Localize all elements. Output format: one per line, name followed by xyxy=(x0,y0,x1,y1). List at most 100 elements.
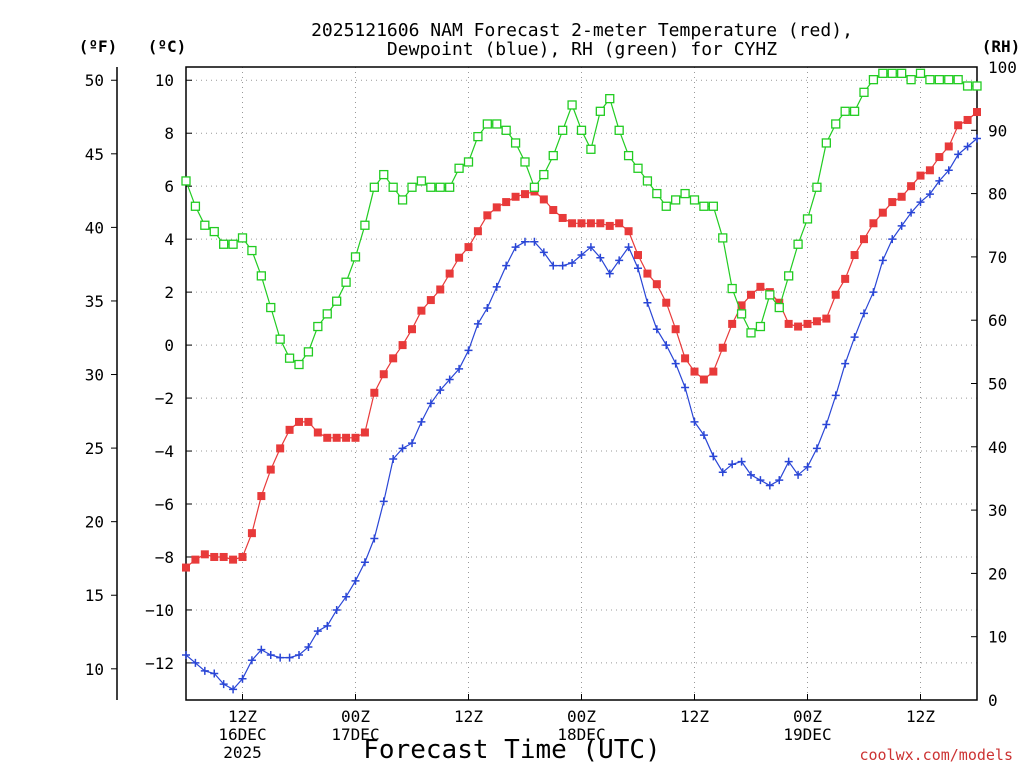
data-point xyxy=(190,201,201,211)
celsius-tick-label: −4 xyxy=(155,442,174,461)
data-point xyxy=(502,261,511,270)
data-point xyxy=(502,198,511,207)
data-point xyxy=(539,169,549,180)
data-point xyxy=(200,666,209,675)
data-point xyxy=(878,256,887,265)
data-point xyxy=(615,256,624,265)
data-point xyxy=(436,285,445,294)
data-point xyxy=(661,201,671,211)
data-point xyxy=(398,444,407,453)
data-point xyxy=(266,302,276,313)
data-point xyxy=(746,328,756,338)
data-point xyxy=(191,555,200,564)
data-point xyxy=(662,341,671,350)
data-point xyxy=(794,470,803,479)
data-point xyxy=(671,195,681,205)
data-point xyxy=(576,125,587,135)
data-point xyxy=(812,182,822,192)
data-point xyxy=(210,669,219,678)
data-point xyxy=(934,75,944,85)
data-point xyxy=(775,298,784,307)
data-point xyxy=(586,219,595,228)
data-point xyxy=(238,674,247,683)
fahrenheit-unit-label: (ºF) xyxy=(79,37,118,56)
data-point xyxy=(944,166,953,175)
data-point xyxy=(323,433,332,442)
series-line xyxy=(185,111,978,569)
rh-tick-label: 20 xyxy=(988,564,1007,583)
data-point xyxy=(284,353,295,363)
data-point xyxy=(510,138,521,148)
data-point xyxy=(416,176,427,186)
data-point xyxy=(303,347,314,357)
data-point xyxy=(690,417,699,426)
data-point xyxy=(435,182,445,192)
data-point xyxy=(464,243,473,252)
data-point xyxy=(219,239,229,249)
data-point xyxy=(568,219,577,228)
data-point xyxy=(596,253,605,262)
data-point xyxy=(313,627,322,636)
data-point xyxy=(304,643,313,652)
celsius-unit-label: (ºC) xyxy=(148,37,187,56)
data-point xyxy=(520,157,530,167)
series-dewpoint xyxy=(182,134,981,694)
x-tick-label: 00Z xyxy=(567,707,596,726)
data-point xyxy=(756,476,765,485)
data-point xyxy=(737,457,746,466)
data-point xyxy=(728,319,737,328)
chart-title-line-2: Dewpoint (blue), RH (green) for CYHZ xyxy=(387,39,777,60)
data-point xyxy=(539,248,548,257)
data-point xyxy=(323,621,332,630)
x-axis-label: Forecast Time (UTC) xyxy=(363,735,660,765)
data-point xyxy=(558,261,567,270)
x-tick-label: 18DEC xyxy=(557,725,605,744)
data-point xyxy=(549,261,558,270)
celsius-tick-label: 4 xyxy=(164,230,174,249)
data-point xyxy=(878,68,888,78)
data-point xyxy=(784,457,793,466)
data-point xyxy=(642,176,653,186)
data-point xyxy=(426,296,435,305)
fahrenheit-tick-label: 25 xyxy=(85,439,104,458)
data-point xyxy=(436,386,445,395)
data-point xyxy=(389,454,398,463)
data-point xyxy=(643,269,652,278)
data-point xyxy=(379,497,388,506)
data-point xyxy=(237,233,248,243)
data-point xyxy=(596,219,605,228)
data-point xyxy=(530,237,539,246)
fahrenheit-tick-label: 15 xyxy=(85,586,104,605)
data-point xyxy=(548,150,558,161)
data-point xyxy=(888,235,897,244)
data-point xyxy=(915,68,926,78)
data-point xyxy=(671,325,680,334)
data-point xyxy=(473,131,483,142)
data-point xyxy=(963,142,972,151)
data-point xyxy=(219,552,228,561)
data-point xyxy=(718,343,727,352)
data-point xyxy=(850,333,859,342)
data-point xyxy=(275,334,285,344)
data-point xyxy=(953,75,963,85)
data-point xyxy=(944,142,953,151)
data-point xyxy=(332,605,341,614)
x-tick-label: 17DEC xyxy=(331,725,379,744)
data-point xyxy=(963,115,972,124)
data-point xyxy=(369,182,379,192)
data-point xyxy=(389,354,398,363)
data-point xyxy=(182,563,190,572)
data-point xyxy=(350,252,361,262)
data-point xyxy=(972,81,982,91)
data-point xyxy=(887,68,897,78)
data-point xyxy=(342,433,351,442)
fahrenheit-tick-label: 35 xyxy=(85,292,104,311)
data-point xyxy=(492,203,501,212)
data-point xyxy=(709,367,718,376)
fahrenheit-tick-label: 45 xyxy=(85,145,104,164)
data-point xyxy=(586,144,596,154)
data-point xyxy=(181,176,191,186)
data-point xyxy=(492,282,501,291)
data-point xyxy=(511,243,520,252)
fahrenheit-tick-label: 30 xyxy=(85,366,104,385)
